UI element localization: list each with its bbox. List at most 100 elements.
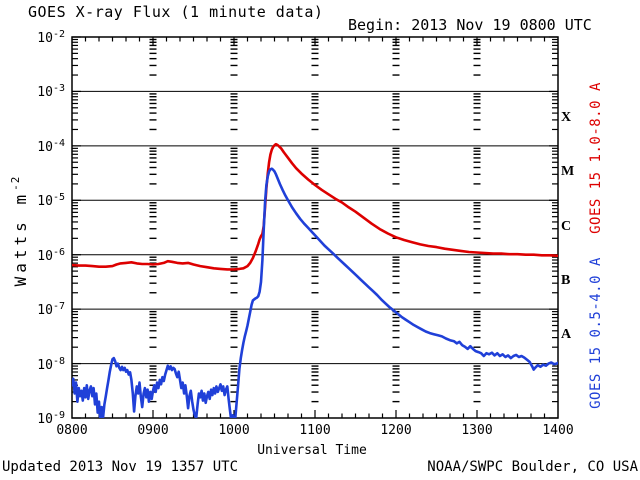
hour-gridline-dash [230, 64, 238, 67]
hour-gridline-dash [311, 320, 319, 322]
hour-gridline-dash [473, 228, 481, 230]
y-tick-label: 10-9 [37, 410, 65, 427]
hour-gridline-dash [149, 48, 157, 50]
hour-gridline-dash [230, 99, 238, 101]
hour-gridline-dash [473, 153, 481, 155]
hour-gridline-dash [392, 102, 400, 105]
hour-gridline-dash [392, 166, 400, 169]
hour-gridline-dash [149, 374, 157, 377]
hour-gridline-dash [149, 221, 157, 223]
hour-gridline-dash [473, 400, 481, 403]
hour-gridline-dash [149, 102, 157, 105]
hour-gridline-dash [473, 119, 481, 121]
hour-gridline-dash [149, 313, 157, 316]
hour-gridline-dash [473, 266, 481, 268]
hour-gridline-dash [473, 166, 481, 169]
hour-gridline-dash [473, 316, 481, 319]
hour-gridline-dash [149, 157, 157, 159]
hour-gridline-dash [230, 44, 238, 47]
y-axis-title-base: Watts m [11, 190, 31, 287]
hour-gridline-dash [230, 336, 238, 339]
hour-gridline-dash [311, 262, 319, 264]
hour-gridline-dash [473, 237, 481, 240]
hour-gridline-dash [392, 112, 400, 114]
hour-gridline-dash [473, 262, 481, 264]
hour-gridline-dash [311, 128, 319, 131]
hour-gridline-dash [230, 374, 238, 377]
hour-gridline-dash [473, 259, 481, 261]
hour-gridline-dash [149, 112, 157, 114]
y-tick-label: 10-7 [37, 301, 65, 319]
hour-gridline-dash [311, 147, 319, 150]
hour-gridline-dash [149, 99, 157, 101]
hour-gridline-dash [149, 147, 157, 150]
hour-gridline-dash [230, 228, 238, 230]
hour-gridline-dash [230, 147, 238, 150]
hour-gridline-dash [230, 379, 238, 381]
hour-gridline-dash [311, 316, 319, 319]
hour-gridline-dash [149, 336, 157, 339]
hour-gridline-dash [230, 52, 238, 55]
x-tick-label: 1000 [218, 423, 250, 438]
hour-gridline-dash [311, 153, 319, 155]
x-tick-label: 1400 [542, 423, 574, 438]
hour-gridline-dash [392, 259, 400, 261]
hour-gridline-dash [149, 259, 157, 261]
hour-gridline-dash [473, 391, 481, 393]
hour-gridline-dash [230, 128, 238, 131]
hour-gridline-dash [230, 282, 238, 284]
hour-gridline-dash [311, 391, 319, 393]
hour-gridline-dash [230, 259, 238, 261]
hour-gridline-dash [392, 96, 400, 98]
hour-gridline-dash [392, 374, 400, 377]
x-tick-label: 1300 [461, 423, 493, 438]
hour-gridline-dash [230, 208, 238, 210]
hour-gridline-dash [230, 96, 238, 98]
hour-gridline-dash [311, 204, 319, 207]
hour-gridline-dash [311, 48, 319, 50]
hour-gridline-dash [392, 391, 400, 393]
hour-gridline-dash [149, 266, 157, 268]
hour-gridline-dash [392, 119, 400, 121]
hour-gridline-dash [149, 379, 157, 381]
hour-gridline-dash [149, 153, 157, 155]
hour-gridline-dash [149, 320, 157, 322]
hour-gridline-dash [230, 173, 238, 176]
hour-gridline-dash [230, 215, 238, 218]
plot-frame [71, 36, 559, 419]
hour-gridline-dash [311, 324, 319, 327]
hour-gridline-dash [230, 221, 238, 223]
hour-gridline-dash [392, 183, 400, 185]
hour-gridline-dash [473, 183, 481, 185]
hour-gridline-dash [473, 112, 481, 114]
hour-gridline-dash [311, 150, 319, 152]
hour-gridline-dash [392, 256, 400, 258]
hour-gridline-dash [311, 266, 319, 268]
hour-gridline-dash [149, 324, 157, 327]
hour-gridline-dash [230, 310, 238, 313]
hour-gridline-dash [473, 147, 481, 150]
begin-time-label: Begin: 2013 Nov 19 0800 UTC [348, 16, 592, 34]
hour-gridline-dash [230, 266, 238, 268]
hour-gridline-dash [230, 320, 238, 322]
hour-gridline-dash [230, 202, 238, 204]
hour-gridline-dash [149, 270, 157, 272]
hour-gridline-dash [473, 107, 481, 109]
x-tick-label: 0900 [137, 423, 169, 438]
hour-gridline-dash [149, 262, 157, 264]
hour-gridline-dash [149, 330, 157, 332]
hour-gridline-dash [149, 346, 157, 348]
hour-gridline-dash [149, 310, 157, 313]
hour-gridline-dash [392, 208, 400, 210]
hour-gridline-dash [149, 371, 157, 373]
hour-gridline-dash [473, 96, 481, 98]
flare-class-label: M [561, 164, 575, 180]
hour-gridline-dash [392, 292, 400, 294]
hour-gridline-dash [311, 166, 319, 169]
hour-gridline-dash [230, 292, 238, 294]
hour-gridline-dash [149, 57, 157, 60]
hour-gridline-dash [473, 202, 481, 204]
hour-gridline-dash [473, 292, 481, 294]
hour-gridline-dash [473, 52, 481, 55]
